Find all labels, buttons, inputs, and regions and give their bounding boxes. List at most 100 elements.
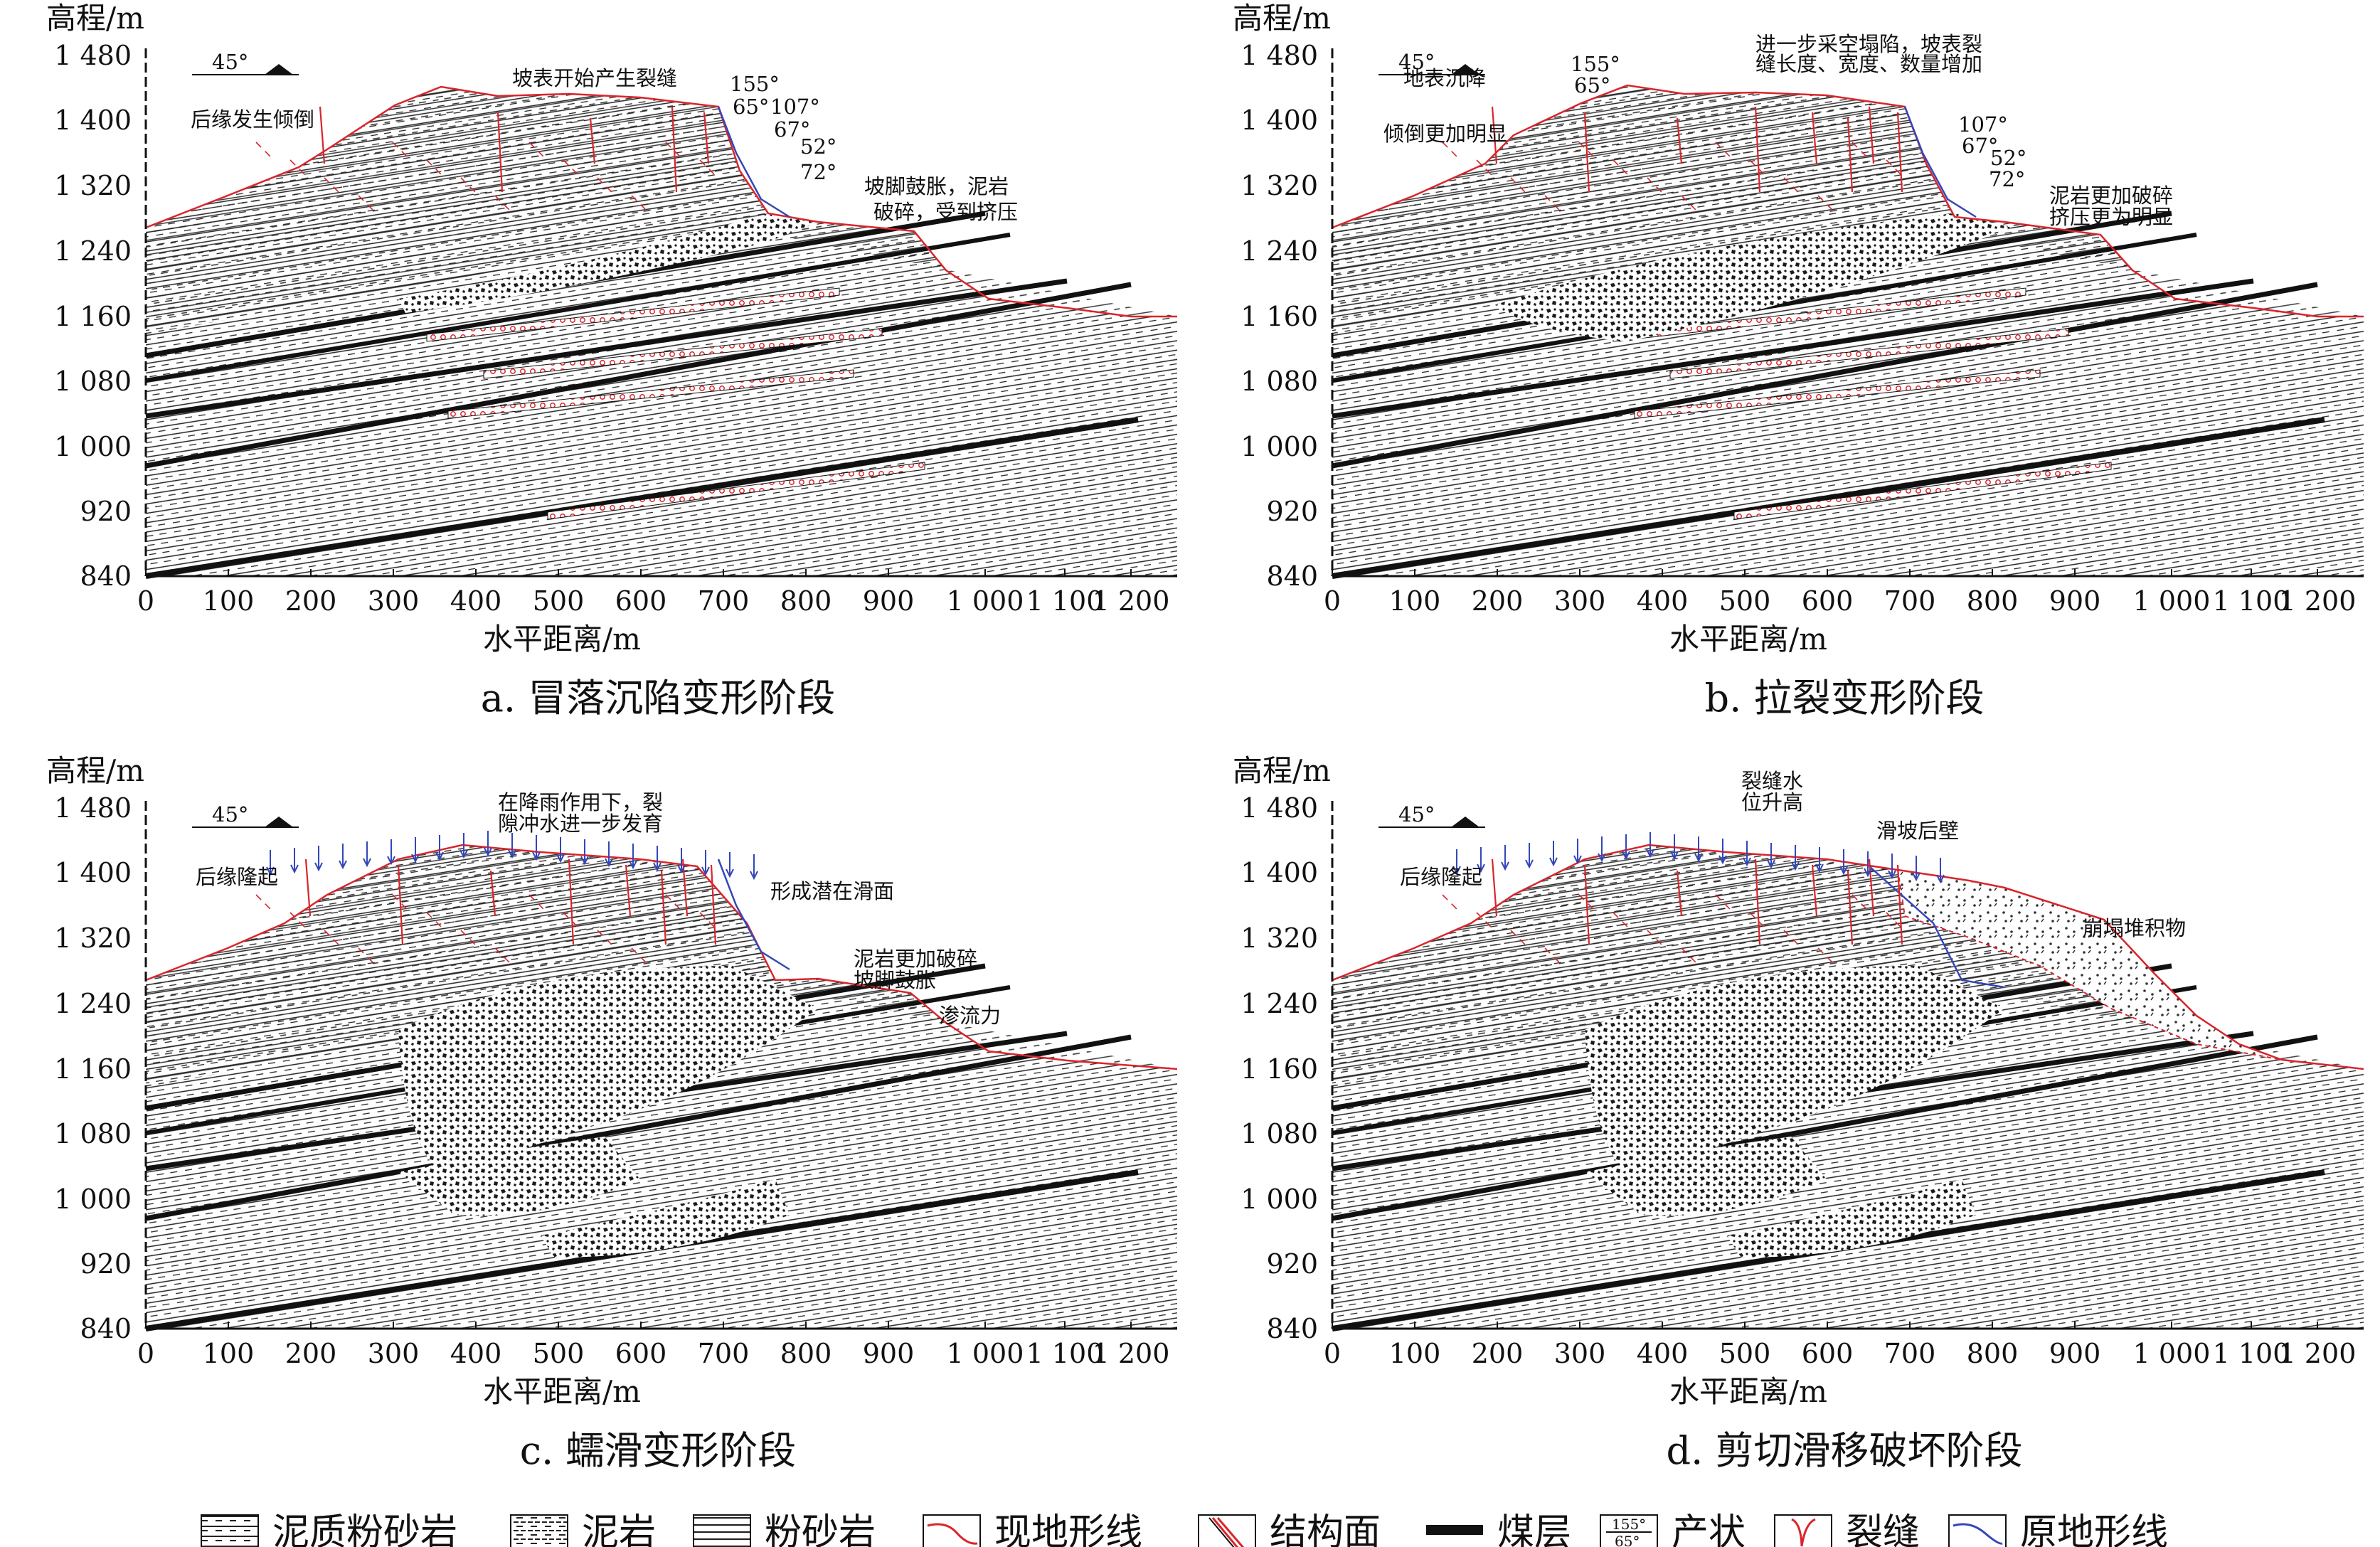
y-tick-label: 1 240 xyxy=(54,235,132,267)
legend-swatch-muddy-siltstone xyxy=(201,1514,259,1547)
y-tick-label: 1 160 xyxy=(54,1053,132,1085)
annotation: 形成潜在滑面 xyxy=(770,879,894,903)
attitude-angle: 155° xyxy=(730,72,780,96)
attitude-angle: 67° xyxy=(1962,134,1998,158)
legend-label-coal-seam: 煤层 xyxy=(1497,1511,1571,1547)
legend-label-original-terrain: 原地形线 xyxy=(2020,1511,2168,1547)
x-tick-label: 1 100 xyxy=(2213,1338,2290,1369)
annotation: 隙冲水进一步发育 xyxy=(498,812,663,836)
annotation: 坡表开始产生裂缝 xyxy=(512,66,677,90)
y-tick-label: 1 000 xyxy=(54,1184,132,1215)
x-tick-label: 1 100 xyxy=(1026,585,1104,617)
y-tick-label: 1 320 xyxy=(54,170,132,201)
x-tick-label: 1 000 xyxy=(947,585,1024,617)
y-tick-label: 1 160 xyxy=(1241,1053,1318,1085)
cracks xyxy=(1442,858,1903,964)
x-tick-label: 500 xyxy=(533,1338,585,1369)
x-tick-label: 600 xyxy=(615,1338,667,1369)
annotation: 泥岩更加破碎 xyxy=(854,947,977,971)
y-tick-label: 840 xyxy=(80,1313,132,1344)
legend-swatch-structural-plane xyxy=(1198,1514,1256,1547)
x-tick-label: 500 xyxy=(533,585,585,617)
collapse-rubble xyxy=(1585,966,2004,1258)
dip-marker-icon xyxy=(1451,64,1479,75)
panel-caption: d. 剪切滑移破坏阶段 xyxy=(1667,1428,2023,1473)
legend-label-muddy-siltstone: 泥质粉砂岩 xyxy=(272,1511,457,1547)
original-terrain-line xyxy=(1903,106,1977,218)
y-tick-label: 1 000 xyxy=(1241,1184,1318,1215)
annotation: 进一步采空塌陷，坡表裂 xyxy=(1755,32,1982,56)
legend-swatch-original-terrain xyxy=(1948,1514,2007,1547)
x-tick-label: 300 xyxy=(368,585,420,617)
goaf-zones xyxy=(1613,287,2112,520)
annotation: 破碎，受到挤压 xyxy=(873,200,1018,224)
x-tick-label: 900 xyxy=(863,585,915,617)
y-tick-label: 1 320 xyxy=(1241,170,1318,201)
annotation: 后缘隆起 xyxy=(1400,865,1482,889)
y-axis-label: 高程/m xyxy=(46,1,144,36)
y-tick-label: 1 080 xyxy=(54,366,132,397)
x-tick-label: 400 xyxy=(450,1338,502,1369)
dip-label: 45° xyxy=(1398,802,1435,826)
annotation: 位升高 xyxy=(1741,790,1803,814)
x-tick-label: 200 xyxy=(1472,585,1524,617)
original-terrain-line xyxy=(717,106,790,218)
y-tick-label: 1 240 xyxy=(1241,235,1318,267)
x-tick-label: 0 xyxy=(1324,1338,1341,1369)
svg-text:65°: 65° xyxy=(1615,1533,1640,1547)
dip-marker-icon xyxy=(1451,817,1479,827)
y-tick-label: 1 320 xyxy=(54,923,132,954)
legend-swatch-coal-seam xyxy=(1426,1525,1483,1535)
coal-seams xyxy=(145,211,1139,579)
x-tick-label: 0 xyxy=(1324,585,1341,617)
y-tick-label: 1 160 xyxy=(1241,301,1318,332)
x-tick-label: 500 xyxy=(1719,585,1771,617)
legend-swatch-attitude: 155° 65° xyxy=(1600,1514,1658,1547)
annotation: 挤压更为明显 xyxy=(2049,205,2173,229)
attitude-angle: 65° xyxy=(1574,73,1610,97)
y-tick-label: 1 480 xyxy=(1241,40,1318,71)
y-tick-label: 1 240 xyxy=(54,988,132,1019)
x-tick-label: 700 xyxy=(1884,585,1936,617)
dip-marker-icon xyxy=(265,817,293,827)
dip-marker-icon xyxy=(265,64,293,75)
x-tick-label: 1 200 xyxy=(2279,1338,2357,1369)
original-terrain-line xyxy=(717,858,790,971)
y-tick-label: 1 480 xyxy=(1241,792,1318,824)
panel-d: 1 480 1 400 1 320 1 240 1 160 1 080 1 000 920 84… xyxy=(1233,753,2364,1473)
x-tick-label: 600 xyxy=(615,585,667,617)
y-tick-label: 1 480 xyxy=(54,792,132,824)
x-tick-label: 1 000 xyxy=(2133,585,2211,617)
x-tick-label: 1 100 xyxy=(2213,585,2290,617)
x-tick-label: 300 xyxy=(1554,585,1606,617)
y-tick-label: 1 400 xyxy=(1241,857,1318,888)
x-tick-label: 600 xyxy=(1802,1338,1854,1369)
attitude-angle: 52° xyxy=(800,134,836,159)
x-tick-label: 800 xyxy=(780,585,832,617)
y-tick-label: 840 xyxy=(80,560,132,592)
dip-label: 45° xyxy=(212,50,248,74)
x-tick-label: 800 xyxy=(780,1338,832,1369)
y-tick-label: 1 000 xyxy=(1241,431,1318,462)
panel-caption: c. 蠕滑变形阶段 xyxy=(520,1428,797,1473)
annotation: 裂缝水 xyxy=(1741,769,1803,793)
svg-text:155°: 155° xyxy=(1612,1516,1646,1533)
x-tick-label: 0 xyxy=(137,585,154,617)
y-tick-label: 1 320 xyxy=(1241,923,1318,954)
original-terrain-line xyxy=(1869,866,2005,989)
x-tick-label: 700 xyxy=(1884,1338,1936,1369)
x-tick-label: 800 xyxy=(1967,1338,2019,1369)
attitude-angle: 107° xyxy=(770,95,820,119)
x-tick-label: 1 200 xyxy=(1093,1338,1170,1369)
x-tick-label: 1 000 xyxy=(947,1338,1024,1369)
current-terrain-line xyxy=(145,844,1178,1070)
attitude-angle: 107° xyxy=(1958,112,2008,137)
x-tick-label: 700 xyxy=(698,1338,750,1369)
panel-c: 1 480 1 400 1 320 1 240 1 160 1 080 1 000 920 84… xyxy=(46,753,1178,1473)
y-tick-label: 920 xyxy=(80,1248,132,1280)
y-tick-label: 1 400 xyxy=(54,105,132,136)
annotation: 地表沉降 xyxy=(1403,66,1486,90)
panel-b: 1 480 1 400 1 320 1 240 1 160 1 080 1 000 920 84… xyxy=(1233,1,2364,721)
annotation: 滑坡后壁 xyxy=(1876,819,1959,843)
